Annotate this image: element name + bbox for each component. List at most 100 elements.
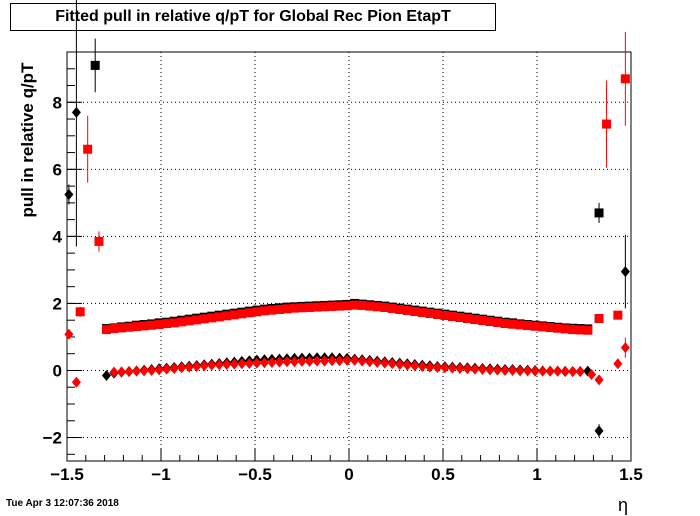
data-point-diamond bbox=[395, 358, 405, 370]
data-point-diamond bbox=[139, 365, 149, 377]
data-point-square bbox=[560, 324, 570, 334]
data-point-diamond bbox=[402, 359, 412, 371]
data-point-square bbox=[320, 302, 330, 312]
data-point-diamond bbox=[447, 362, 457, 374]
data-point-diamond bbox=[515, 365, 525, 377]
data-point-square bbox=[147, 320, 157, 330]
data-point-diamond bbox=[620, 266, 630, 278]
data-point-diamond bbox=[184, 361, 194, 373]
data-point-square bbox=[523, 321, 533, 331]
x-axis-label: η bbox=[618, 495, 629, 515]
data-point-diamond bbox=[432, 361, 442, 373]
data-point-diamond bbox=[312, 355, 322, 367]
data-point-square bbox=[440, 311, 450, 321]
x-tick-label: −0.5 bbox=[238, 465, 272, 484]
data-point-diamond bbox=[297, 355, 307, 367]
data-point-diamond bbox=[357, 355, 367, 367]
data-point-diamond bbox=[252, 357, 262, 369]
y-tick-label: 4 bbox=[53, 227, 63, 246]
data-point-diamond bbox=[553, 365, 563, 377]
data-point-square bbox=[335, 301, 345, 311]
data-point-square bbox=[530, 321, 540, 331]
data-point-square bbox=[365, 301, 375, 311]
data-point-diamond bbox=[530, 365, 540, 377]
chart-title: Fitted pull in relative q/pT for Global … bbox=[10, 3, 496, 31]
data-point-diamond bbox=[237, 358, 247, 370]
data-point-square bbox=[222, 311, 232, 321]
data-point-diamond bbox=[169, 362, 179, 374]
data-point-diamond bbox=[64, 188, 74, 200]
data-point-diamond bbox=[387, 358, 397, 370]
data-point-square bbox=[508, 319, 518, 329]
x-tick-label: −1 bbox=[151, 465, 170, 484]
data-point-square bbox=[101, 325, 111, 335]
data-point-diamond bbox=[259, 357, 269, 369]
data-point-square bbox=[139, 321, 149, 331]
data-point-square bbox=[229, 310, 239, 320]
data-point-diamond bbox=[101, 370, 111, 382]
data-point-square bbox=[274, 304, 284, 314]
data-point-diamond bbox=[274, 356, 284, 368]
data-point-square bbox=[177, 317, 187, 327]
data-point-diamond bbox=[222, 358, 232, 370]
data-point-diamond bbox=[538, 365, 548, 377]
data-point-diamond bbox=[162, 363, 172, 375]
data-point-square bbox=[109, 324, 119, 334]
data-point-diamond bbox=[455, 362, 465, 374]
data-point-diamond bbox=[575, 365, 585, 377]
data-point-square bbox=[602, 119, 612, 129]
data-point-square bbox=[90, 60, 100, 70]
data-point-square bbox=[553, 323, 563, 333]
data-point-diamond bbox=[207, 359, 217, 371]
data-point-square bbox=[192, 315, 202, 325]
data-point-diamond bbox=[109, 366, 119, 378]
data-point-diamond bbox=[568, 365, 578, 377]
data-point-diamond bbox=[545, 365, 555, 377]
data-point-square bbox=[94, 236, 104, 246]
data-point-square bbox=[237, 309, 247, 319]
data-point-diamond bbox=[493, 364, 503, 376]
data-point-square bbox=[327, 301, 337, 311]
data-point-diamond bbox=[372, 356, 382, 368]
data-point-square bbox=[425, 308, 435, 318]
data-point-square bbox=[75, 307, 85, 317]
y-tick-label: 2 bbox=[53, 294, 62, 313]
data-point-diamond bbox=[305, 355, 315, 367]
data-point-square bbox=[380, 302, 390, 312]
data-point-diamond bbox=[560, 365, 570, 377]
data-point-diamond bbox=[500, 364, 510, 376]
data-point-diamond bbox=[214, 359, 224, 371]
data-point-diamond bbox=[147, 364, 157, 376]
data-point-diamond bbox=[192, 360, 202, 372]
y-tick-label: 0 bbox=[53, 361, 62, 380]
data-point-square bbox=[282, 304, 292, 314]
data-point-square bbox=[462, 314, 472, 324]
data-point-square bbox=[387, 303, 397, 313]
data-point-square bbox=[357, 300, 367, 310]
data-point-diamond bbox=[508, 364, 518, 376]
y-tick-label: −2 bbox=[43, 429, 62, 448]
data-point-diamond bbox=[477, 363, 487, 375]
y-tick-label: 8 bbox=[53, 93, 62, 112]
x-tick-label: 0 bbox=[344, 465, 353, 484]
data-point-square bbox=[575, 325, 585, 335]
data-point-square bbox=[594, 314, 604, 324]
data-point-square bbox=[259, 306, 269, 316]
data-marks bbox=[64, 0, 630, 438]
data-point-square bbox=[154, 320, 164, 330]
data-point-square bbox=[613, 310, 623, 320]
data-point-square bbox=[199, 314, 209, 324]
data-point-square bbox=[162, 319, 172, 329]
y-tick-label: 6 bbox=[53, 160, 62, 179]
data-point-diamond bbox=[64, 328, 74, 340]
data-point-square bbox=[455, 313, 465, 323]
x-tick-label: 1.5 bbox=[619, 465, 643, 484]
data-point-square bbox=[410, 306, 420, 316]
data-point-diamond bbox=[289, 356, 299, 368]
data-point-square bbox=[169, 318, 179, 328]
data-point-square bbox=[594, 208, 604, 218]
x-tick-label: −1.5 bbox=[50, 465, 84, 484]
data-point-diamond bbox=[380, 357, 390, 369]
data-point-square bbox=[184, 316, 194, 326]
